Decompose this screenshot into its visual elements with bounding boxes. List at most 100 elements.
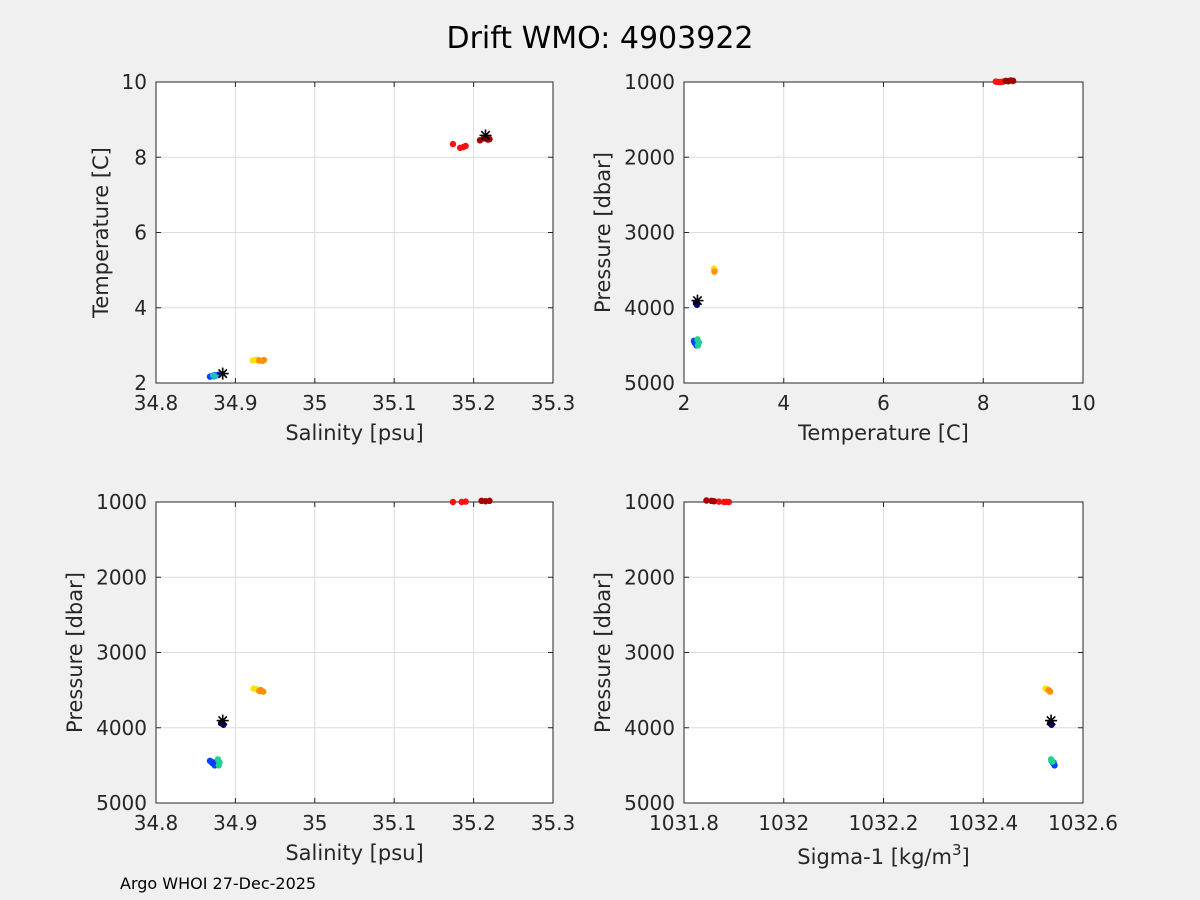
y-tick-label: 5000	[624, 371, 675, 395]
data-point	[260, 356, 268, 364]
y-tick-label: 4000	[624, 296, 675, 320]
x-tick-label: 35.3	[531, 391, 576, 415]
x-tick-label: 35.1	[372, 391, 417, 415]
marker-end	[216, 714, 229, 727]
data-point	[449, 140, 457, 148]
series-cyan-green	[1047, 756, 1056, 765]
marker-start	[479, 129, 492, 142]
series-cyan-green	[214, 756, 223, 769]
x-tick-label: 35.2	[451, 391, 496, 415]
y-axis-label: Pressure [dbar]	[591, 152, 615, 313]
x-tick-label: 1031.8	[649, 811, 719, 835]
data-point	[462, 498, 469, 505]
marker-stroke	[217, 368, 228, 379]
data-point	[1049, 758, 1056, 765]
x-tick-label: 34.8	[134, 811, 179, 835]
x-axis-label: Salinity [psu]	[285, 421, 423, 445]
plot-sigp: 1031.8 1032 1032.2 1032.4 1032.6 1000 2000 3000…	[591, 490, 1118, 869]
y-axis-label: Temperature [C]	[89, 147, 113, 319]
x-tick-label: 10	[1070, 391, 1095, 415]
series-dark-red	[703, 497, 718, 505]
data-point	[449, 498, 457, 506]
data-point	[256, 687, 263, 695]
y-tick-label: 3000	[624, 221, 675, 245]
x-tick-label: 35.2	[451, 811, 496, 835]
data-point	[711, 268, 718, 275]
x-tick-label: 4	[777, 391, 790, 415]
series-orange	[1045, 686, 1054, 695]
series-dark-red	[478, 497, 493, 505]
series-cyan-green	[694, 336, 703, 349]
data-point	[710, 498, 718, 505]
x-axis-label: Temperature [C]	[797, 421, 969, 445]
y-tick-label: 10	[122, 70, 147, 94]
data-point	[486, 497, 493, 505]
x-tick-label: 1032.6	[1048, 811, 1118, 835]
plot-sp: 34.8 34.9 35 35.1 35.2 35.3 1000 2000 3000 4000 50…	[63, 490, 575, 865]
series-dark-red	[1002, 77, 1017, 85]
x-tick-label: 1032.2	[849, 811, 919, 835]
series-red	[449, 140, 469, 152]
series-orange	[256, 356, 268, 365]
plots-container: 34.8 34.9 35 35.1 35.2 35.3 2 4 6 8 10 Salinity [ps…	[63, 70, 1118, 869]
data-point	[209, 759, 217, 766]
data-point	[1046, 687, 1053, 695]
y-tick-label: 4000	[624, 716, 675, 740]
y-axis-label: Pressure [dbar]	[63, 572, 87, 733]
series-deep-blue	[206, 757, 218, 769]
marker-stroke	[217, 715, 228, 726]
x-tick-label: 35	[302, 391, 327, 415]
y-tick-label: 2000	[624, 145, 675, 169]
y-tick-label: 4000	[96, 716, 147, 740]
data-point	[215, 762, 222, 769]
data-point	[460, 143, 467, 151]
plot-tp: 2 4 6 8 10 1000 2000 3000 4000 5000 Temperature [C…	[591, 70, 1096, 445]
marker-stroke	[1046, 715, 1056, 726]
x-tick-label: 8	[977, 391, 990, 415]
x-tick-label: 2	[678, 391, 691, 415]
x-tick-label: 35	[302, 811, 327, 835]
x-tick-label: 34.9	[213, 811, 258, 835]
marker-end	[1045, 714, 1058, 727]
x-axis-label-superscript: 3	[952, 841, 962, 859]
x-tick-label: 34.8	[134, 391, 179, 415]
x-axis-label-end: ]	[962, 845, 970, 869]
y-tick-label: 2000	[624, 565, 675, 589]
data-point	[715, 498, 723, 505]
marker-end	[216, 367, 229, 380]
x-tick-label: 35.3	[531, 811, 576, 835]
plot-ts: 34.8 34.9 35 35.1 35.2 35.3 2 4 6 8 10 Salinity [ps…	[89, 70, 575, 445]
series-red	[715, 498, 733, 506]
footer-credit: Argo WHOI 27-Dec-2025	[120, 874, 316, 893]
y-tick-label: 4	[134, 296, 147, 320]
y-tick-label: 3000	[96, 641, 147, 665]
data-point	[694, 342, 702, 349]
y-axis-label: Pressure [dbar]	[591, 572, 615, 733]
x-tick-label: 1032	[758, 811, 809, 835]
series-red	[449, 498, 469, 506]
marker-stroke	[692, 295, 703, 306]
y-tick-label: 2000	[96, 565, 147, 589]
y-tick-label: 3000	[624, 641, 675, 665]
data-point	[1009, 77, 1017, 85]
x-tick-label: 34.9	[213, 391, 258, 415]
x-tick-label: 6	[877, 391, 890, 415]
data-point	[723, 498, 730, 505]
y-tick-label: 1000	[96, 490, 147, 514]
x-tick-label: 35.1	[372, 811, 417, 835]
y-tick-label: 2	[134, 371, 147, 395]
figure-title: Drift WMO: 4903922	[447, 21, 754, 56]
y-tick-label: 8	[134, 145, 147, 169]
x-tick-label: 1032.4	[948, 811, 1018, 835]
y-tick-label: 1000	[624, 70, 675, 94]
marker-stroke	[480, 130, 491, 141]
x-axis-label: Salinity [psu]	[285, 841, 423, 865]
series-orange	[256, 686, 267, 695]
y-tick-label: 5000	[96, 791, 147, 815]
series-orange	[711, 268, 718, 275]
data-point	[703, 497, 710, 504]
y-tick-label: 6	[134, 221, 147, 245]
x-axis-label: Sigma-1 [kg/m3]	[797, 841, 969, 869]
marker-end	[691, 294, 704, 307]
